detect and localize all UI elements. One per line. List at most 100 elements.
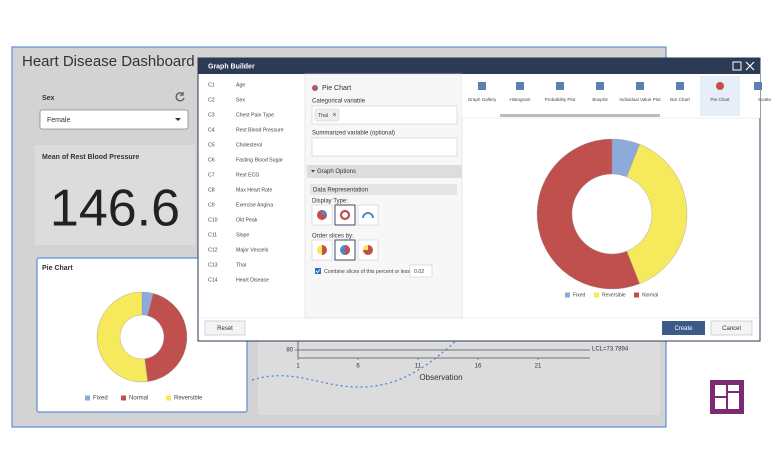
column-name[interactable]: Thal — [236, 262, 246, 268]
dashboard-title: Heart Disease Dashboard — [22, 53, 195, 70]
gallery-icon — [478, 82, 486, 90]
cancel-label: Cancel — [722, 326, 741, 332]
x-tick-label: 16 — [475, 364, 482, 370]
column-code: C2 — [208, 97, 215, 103]
legend-label: Reversible — [602, 292, 626, 298]
legend-swatch — [634, 292, 639, 298]
column-code: C7 — [208, 172, 215, 178]
legend-label: Fixed — [93, 396, 108, 402]
pie-icon-slice — [315, 85, 318, 88]
variable-chip[interactable] — [314, 108, 340, 122]
column-name[interactable]: Heart Disease — [236, 277, 269, 283]
column-code: C13 — [208, 262, 218, 268]
column-name[interactable]: Cholesterol — [236, 142, 262, 148]
combine-label: Combine slices of this percent or less: — [324, 269, 411, 275]
x-tick-label: 21 — [535, 364, 542, 370]
gallery-tab-label[interactable]: Pie Chart — [710, 97, 730, 102]
x-tick-label: 11 — [415, 364, 422, 370]
gallery-tab-label[interactable]: Individual Value Plot — [619, 97, 661, 102]
chip-remove[interactable] — [332, 112, 337, 117]
column-name[interactable]: Sex — [236, 97, 245, 103]
gallery-icon — [636, 82, 644, 90]
column-name[interactable]: Rest ECG — [236, 172, 259, 178]
summarized-input[interactable] — [311, 137, 458, 157]
section-header: Data Representation — [313, 188, 368, 194]
categorical-label: Categorical variable — [312, 99, 366, 105]
column-name[interactable]: Rest Blood Pressure — [236, 127, 284, 133]
legend-label: Normal — [642, 292, 658, 298]
combine-checkbox[interactable] — [315, 268, 321, 274]
gallery-tab-label[interactable]: Probability Plot — [545, 97, 576, 102]
create-button[interactable] — [662, 321, 705, 335]
control-chart-area — [258, 340, 660, 415]
maximize-button[interactable] — [732, 61, 742, 71]
sex-select[interactable] — [39, 109, 189, 130]
y-tick-label: 80 — [286, 348, 293, 354]
column-name[interactable]: Age — [236, 82, 245, 88]
refresh-icon[interactable] — [175, 92, 185, 102]
legend-label: Normal — [129, 396, 148, 402]
check-mark — [315, 269, 321, 274]
column-code: C3 — [208, 112, 215, 118]
column-name[interactable]: Slope — [236, 232, 249, 238]
summarized-label: Summarized variable (optional) — [312, 131, 395, 137]
pie-slice — [144, 293, 188, 382]
legend-swatch — [121, 395, 126, 401]
logo-glyph — [715, 385, 739, 409]
reset-button[interactable] — [204, 320, 246, 336]
dropdown-arrow — [175, 118, 181, 121]
dialog-title: Graph Builder — [208, 63, 255, 70]
display-type-label: Display Type: — [312, 199, 348, 205]
categorical-input[interactable] — [311, 105, 458, 125]
gallery-icon — [716, 82, 724, 90]
gallery-icon — [556, 82, 564, 90]
column-name[interactable]: Max Heart Rate — [236, 187, 272, 193]
reset-label: Reset — [217, 326, 233, 332]
pie-slice — [96, 291, 148, 383]
column-code: C10 — [208, 217, 218, 223]
column-code: C5 — [208, 142, 215, 148]
collapse-arrow — [311, 170, 315, 173]
dialog-header — [198, 58, 760, 74]
combine-input[interactable] — [409, 264, 433, 278]
combine-value: 0.02 — [414, 269, 424, 275]
button-icon — [363, 245, 368, 250]
gallery-tab-label[interactable]: Histogram — [510, 97, 531, 102]
display-donut-button[interactable] — [334, 204, 356, 226]
cancel-button[interactable] — [710, 320, 753, 336]
gallery-tab-label[interactable]: Graph Gallery — [468, 97, 497, 102]
order-label: Order slices by: — [312, 234, 354, 240]
button-icon — [339, 209, 351, 221]
column-code: C14 — [208, 277, 218, 283]
gallery-icon — [754, 82, 762, 90]
x-tick-label: 1 — [296, 364, 300, 370]
button-icon — [322, 245, 327, 255]
column-name[interactable]: Old Peak — [236, 217, 258, 223]
pie-slice — [626, 144, 688, 284]
x-tick-label: 6 — [356, 364, 360, 370]
sex-select-value: Female — [47, 117, 70, 124]
gallery-icon — [516, 82, 524, 90]
variable-chip-text: Thal — [318, 113, 328, 119]
column-name[interactable]: Fasting Blood Sugar — [236, 157, 283, 163]
create-label: Create — [674, 326, 693, 332]
pie-card-title: Pie Chart — [42, 265, 73, 272]
close-button[interactable] — [745, 61, 755, 71]
display-gauge-button[interactable] — [357, 204, 379, 226]
legend-label: Reversible — [174, 396, 203, 402]
gallery-tab-label[interactable]: Bar Chart — [670, 97, 690, 102]
column-code: C11 — [208, 232, 217, 238]
gallery-tab-label[interactable]: Boxplot — [592, 97, 608, 102]
legend-swatch — [166, 395, 171, 401]
x-axis-label: Observation — [419, 373, 462, 382]
kpi-card — [35, 145, 195, 245]
column-name[interactable]: Chest Pain Type — [236, 112, 274, 118]
options-header-bar[interactable] — [307, 165, 462, 178]
column-list — [198, 74, 306, 318]
legend-label: Fixed — [573, 292, 585, 298]
column-name[interactable]: Major Vessels — [236, 247, 269, 253]
gallery-tab-label[interactable]: Scatte — [758, 97, 771, 102]
gallery-scrollbar[interactable] — [500, 114, 660, 117]
column-name[interactable]: Exercise Angina — [236, 202, 273, 208]
column-code: C9 — [208, 202, 215, 208]
